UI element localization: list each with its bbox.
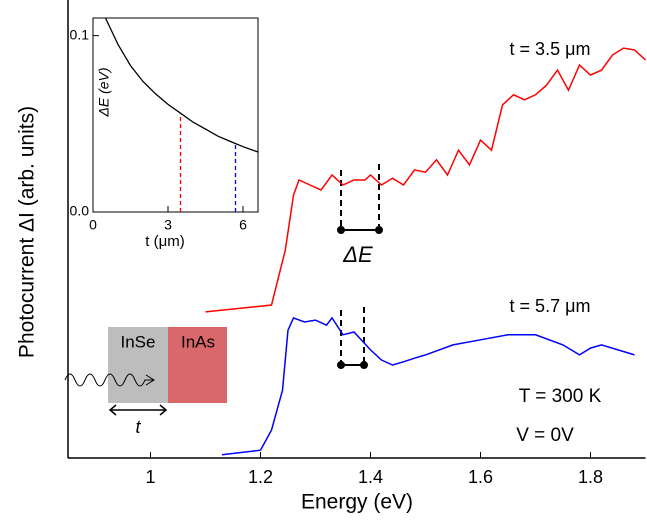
x-tick-label: 1.8 — [578, 467, 603, 487]
data-line — [221, 316, 635, 456]
x-tick-label: 1.4 — [358, 467, 383, 487]
y-tick-label: 0.1 — [70, 26, 90, 42]
data-line — [205, 47, 647, 313]
data-line — [104, 17, 259, 153]
x-tick-label: 3 — [164, 217, 172, 233]
y-axis-label: Photocurrent ΔI (arb. units) — [16, 106, 39, 358]
inse-block — [108, 327, 168, 403]
delta-e-markers — [337, 164, 383, 369]
inas-block — [168, 327, 227, 403]
annotation: t — [135, 417, 141, 437]
series-label: t = 3.5 μm — [510, 39, 591, 59]
y-tick-label: 0.0 — [70, 203, 90, 219]
annotation: V = 0V — [516, 425, 574, 446]
annotation: InSe — [121, 332, 156, 351]
annotation: InAs — [181, 332, 215, 351]
annotation: T = 300 K — [519, 386, 602, 407]
x-tick-label: 1 — [145, 467, 155, 487]
x-tick-label: 0 — [89, 217, 97, 233]
y-axis-label: ΔE (eV) — [96, 67, 112, 117]
x-axis-label: Energy (eV) — [301, 491, 413, 514]
x-tick-label: 1.6 — [468, 467, 493, 487]
inset-frame — [92, 17, 259, 213]
series-label: t = 5.7 μm — [510, 296, 591, 316]
arrow-heads — [108, 404, 168, 416]
wave-arrow — [145, 374, 155, 386]
annotation: ΔE — [342, 242, 373, 267]
light-wave — [64, 373, 153, 387]
x-axis-label: t (μm) — [145, 233, 184, 250]
x-tick-label: 1.2 — [248, 467, 273, 487]
x-tick-label: 6 — [239, 217, 247, 233]
